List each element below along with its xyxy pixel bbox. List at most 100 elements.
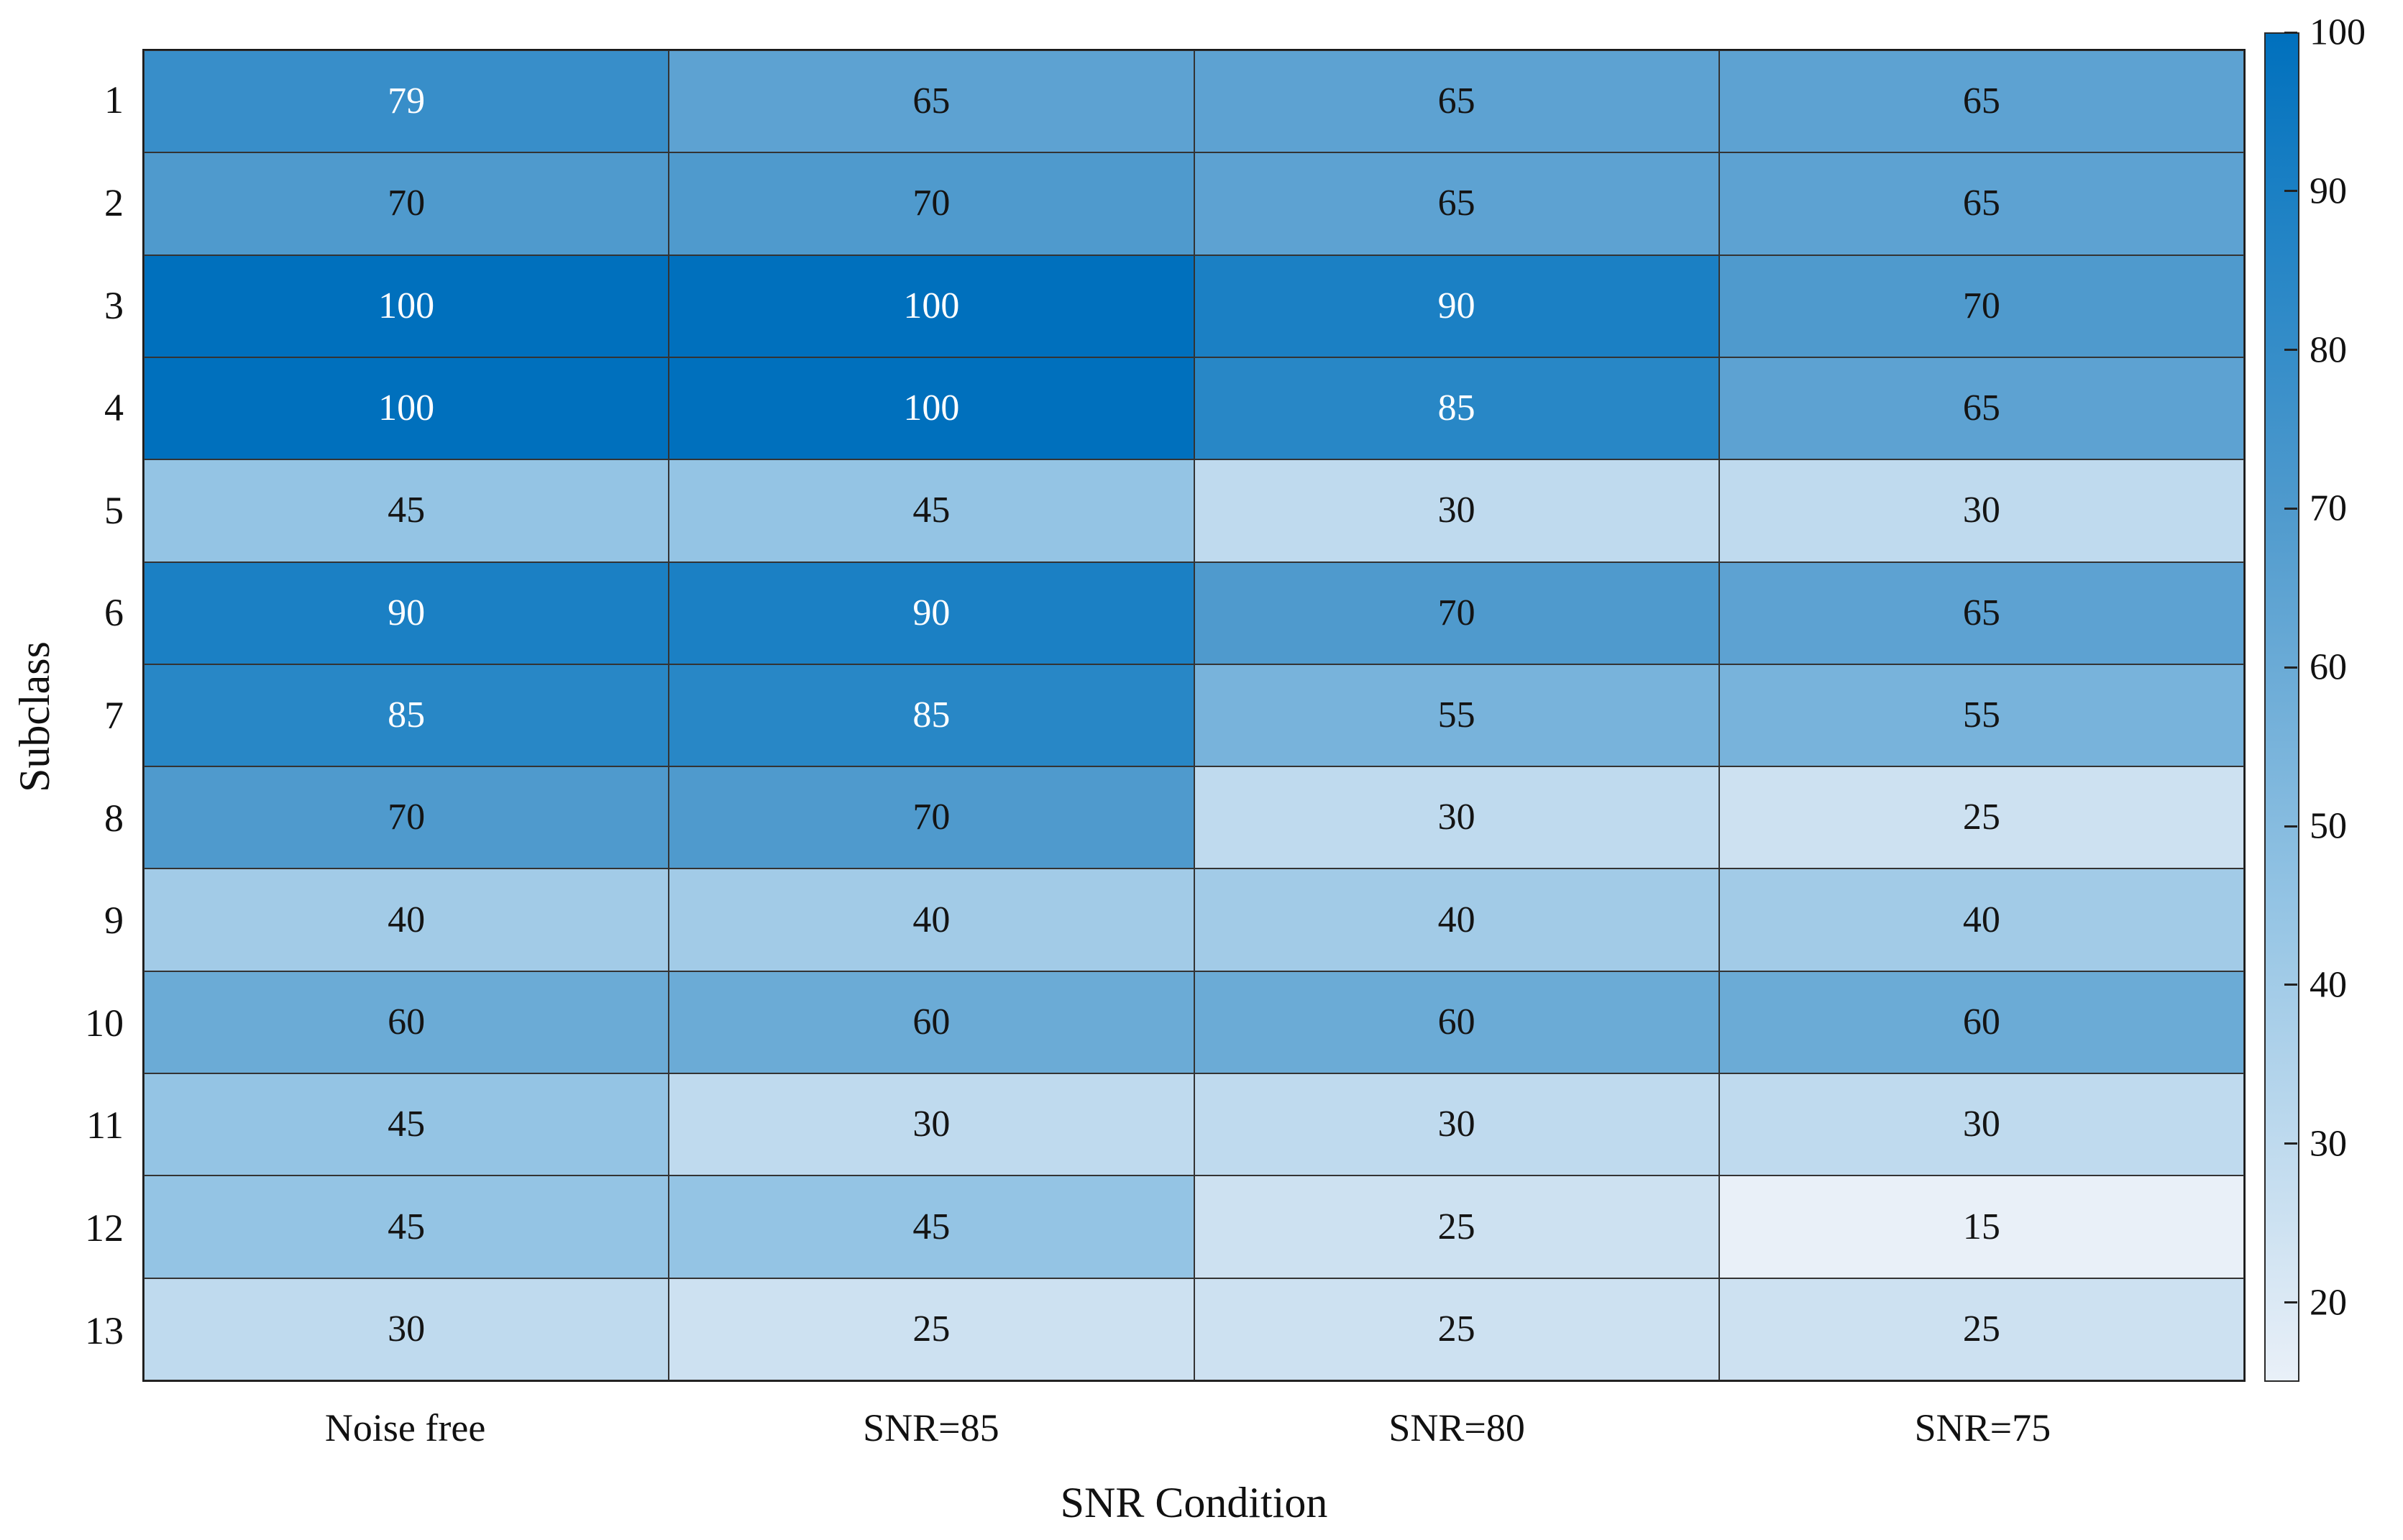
heatmap-cell: 100 [669, 255, 1194, 357]
heatmap-cell: 60 [144, 971, 669, 1074]
heatmap-cell: 25 [1194, 1278, 1719, 1380]
heatmap-cell: 30 [1718, 1073, 2244, 1176]
y-tick-label: 1 [104, 78, 124, 122]
heatmap-cell: 70 [669, 766, 1194, 869]
cell-value: 30 [388, 1308, 426, 1349]
cell-value: 60 [1437, 1001, 1475, 1042]
heatmap-cell: 45 [144, 1073, 669, 1176]
cell-value: 85 [912, 694, 951, 735]
heatmap-cell: 25 [1718, 766, 2244, 869]
heatmap-cell: 65 [1194, 152, 1719, 255]
cell-value: 30 [1437, 490, 1475, 531]
cell-value: 25 [1437, 1206, 1475, 1247]
heatmap-cell: 15 [1718, 1175, 2244, 1278]
heatmap-cell: 65 [1718, 562, 2244, 664]
heatmap-cell: 100 [144, 357, 669, 460]
heatmap-cell: 70 [144, 766, 669, 869]
heatmap-cell: 65 [1718, 50, 2244, 153]
heatmap-cell: 65 [669, 50, 1194, 153]
y-tick-label: 12 [85, 1206, 124, 1250]
colorbar-tick-mark [2284, 349, 2297, 352]
heatmap-cell: 90 [669, 562, 1194, 664]
heatmap-cell: 60 [669, 971, 1194, 1074]
heatmap-cell: 79 [144, 50, 669, 153]
colorbar-tick-mark [2284, 31, 2297, 34]
cell-value: 45 [388, 490, 426, 531]
colorbar-tick-mark [2284, 1142, 2297, 1145]
colorbar: 20 30 40 50 60 70 80 90 100 [2264, 12, 2403, 1382]
x-axis-tick-labels: Noise free SNR=85 SNR=80 SNR=75 [142, 1393, 2246, 1462]
cell-value: 65 [1437, 183, 1475, 224]
cell-value: 40 [388, 899, 426, 940]
cell-value: 30 [1437, 797, 1475, 838]
cell-value: 60 [912, 1001, 951, 1042]
colorbar-tick-label: 60 [2310, 646, 2347, 688]
colorbar-tick-mark [2284, 984, 2297, 986]
colorbar-tick-mark [2284, 825, 2297, 828]
y-tick-label: 10 [85, 1001, 124, 1045]
y-tick-label: 13 [85, 1308, 124, 1352]
heatmap-cell: 90 [1194, 255, 1719, 357]
heatmap-cell: 65 [1718, 357, 2244, 460]
cell-value: 55 [1437, 694, 1475, 735]
heatmap-cell: 65 [1718, 152, 2244, 255]
heatmap-cell: 85 [669, 664, 1194, 767]
colorbar-tick-mark [2284, 1301, 2297, 1304]
y-tick-label: 8 [104, 796, 124, 840]
cell-value: 45 [912, 1206, 951, 1247]
heatmap-cell: 100 [144, 255, 669, 357]
colorbar-tick-label: 30 [2310, 1123, 2347, 1165]
cell-value: 30 [912, 1104, 951, 1145]
colorbar-tick-label: 20 [2310, 1282, 2347, 1324]
cell-value: 25 [1962, 1308, 2000, 1349]
y-tick-label: 7 [104, 693, 124, 737]
heatmap-cell: 30 [144, 1278, 669, 1380]
y-tick-label: 6 [104, 591, 124, 635]
x-tick-label: SNR=75 [1914, 1406, 2051, 1449]
colorbar-gradient [2264, 32, 2299, 1382]
colorbar-tick-mark [2284, 190, 2297, 193]
heatmap-cell: 30 [1194, 459, 1719, 562]
cell-value: 55 [1962, 694, 2000, 735]
heatmap-cell: 25 [669, 1278, 1194, 1380]
colorbar-tick-label: 100 [2310, 12, 2366, 53]
colorbar-tick-mark [2284, 666, 2297, 669]
heatmap-cell: 40 [669, 868, 1194, 971]
heatmap-cell: 45 [144, 459, 669, 562]
heatmap-cell: 25 [1194, 1175, 1719, 1278]
cell-value: 65 [912, 81, 951, 122]
heatmap-cell: 70 [669, 152, 1194, 255]
y-tick-label: 4 [104, 386, 124, 430]
cell-value: 79 [388, 81, 426, 122]
heatmap-cell: 90 [144, 562, 669, 664]
heatmap-cell: 30 [1194, 766, 1719, 869]
cell-value: 100 [903, 285, 960, 326]
cell-value: 60 [1962, 1001, 2000, 1042]
heatmap-cell: 55 [1194, 664, 1719, 767]
cell-value: 100 [378, 388, 435, 429]
heatmap-cell: 45 [669, 459, 1194, 562]
cell-value: 65 [1962, 388, 2000, 429]
cell-value: 90 [1437, 285, 1475, 326]
cell-value: 45 [388, 1206, 426, 1247]
cell-value: 30 [1962, 490, 2000, 531]
colorbar-tick-mark [2284, 507, 2297, 510]
heatmap-grid: 79 65 65 65 70 70 65 65 100 100 90 70 100 100 85 65 45 45… [142, 49, 2246, 1382]
cell-value: 70 [388, 183, 426, 224]
colorbar-tick-label: 80 [2310, 329, 2347, 371]
y-tick-label: 3 [104, 283, 124, 327]
y-tick-label: 11 [86, 1104, 124, 1147]
cell-value: 100 [903, 388, 960, 429]
heatmap-cell: 65 [1194, 50, 1719, 153]
y-axis-tick-labels: 1 2 3 4 5 6 7 8 9 10 11 12 13 [0, 49, 124, 1382]
heatmap-cell: 40 [144, 868, 669, 971]
colorbar-tick-label: 70 [2310, 487, 2347, 529]
cell-value: 70 [912, 183, 951, 224]
heatmap-cell: 70 [1718, 255, 2244, 357]
heatmap-cell: 100 [669, 357, 1194, 460]
cell-value: 25 [1437, 1308, 1475, 1349]
heatmap-cell: 30 [669, 1073, 1194, 1176]
heatmap-cell: 45 [144, 1175, 669, 1278]
cell-value: 40 [1962, 899, 2000, 940]
